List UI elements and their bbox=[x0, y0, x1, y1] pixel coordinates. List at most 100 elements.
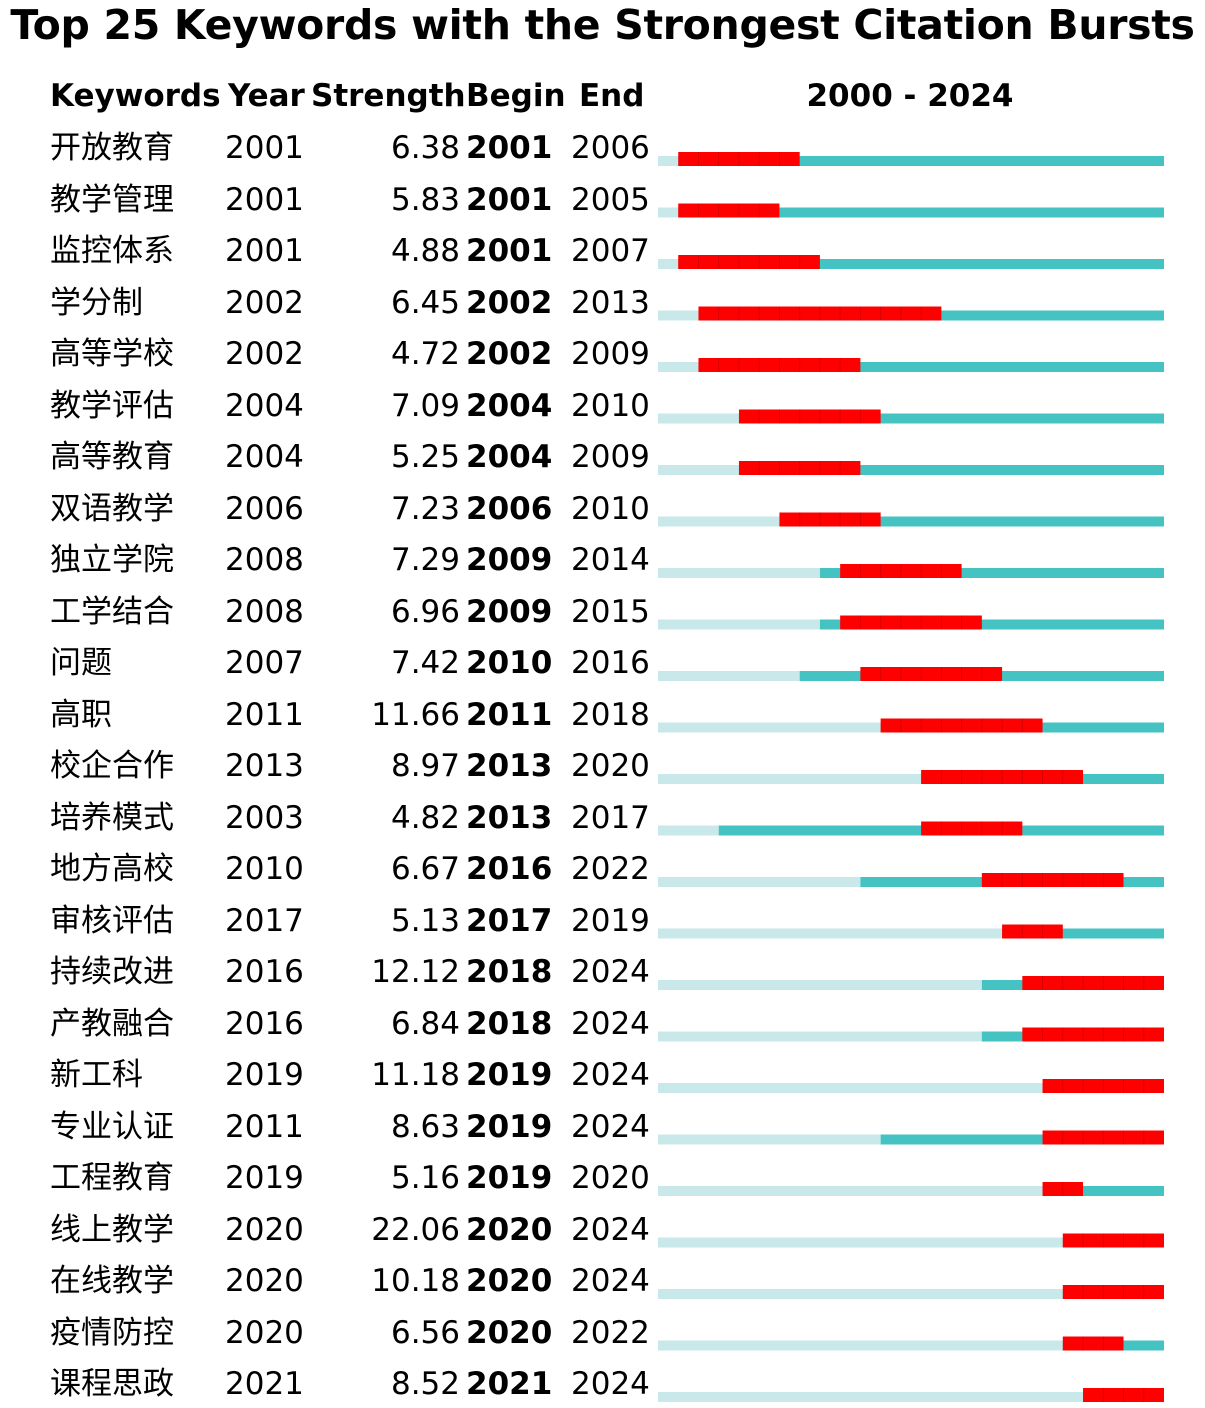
row-year: 2020 bbox=[225, 1211, 304, 1248]
row-begin: 2009 bbox=[466, 542, 553, 578]
row-begin: 2011 bbox=[466, 696, 553, 733]
row-end: 2024 bbox=[571, 1057, 650, 1093]
row-strength: 5.13 bbox=[390, 902, 460, 939]
row-year: 2011 bbox=[225, 696, 304, 733]
row-year: 2013 bbox=[225, 748, 304, 784]
burst-bar bbox=[860, 667, 1003, 681]
row-begin: 2010 bbox=[466, 645, 553, 681]
row-strength: 7.29 bbox=[390, 542, 460, 578]
row-end: 2024 bbox=[571, 1366, 650, 1402]
row-strength: 6.84 bbox=[390, 1005, 460, 1042]
row-keyword: 线上教学 bbox=[50, 1211, 174, 1248]
header-range: 2000 - 2024 bbox=[806, 78, 1014, 114]
row-end: 2024 bbox=[571, 954, 650, 990]
timeline-before-year bbox=[658, 1392, 1084, 1402]
row-year: 2020 bbox=[225, 1263, 304, 1299]
row-strength: 11.18 bbox=[371, 1057, 460, 1093]
row-year: 2007 bbox=[225, 645, 304, 681]
row-year: 2006 bbox=[225, 490, 304, 527]
timeline-active bbox=[678, 156, 1164, 166]
row-year: 2001 bbox=[225, 181, 304, 218]
row-keyword: 教学管理 bbox=[50, 181, 174, 218]
timeline-active bbox=[678, 207, 1164, 218]
row-begin: 2004 bbox=[466, 439, 553, 475]
row-begin: 2002 bbox=[466, 336, 553, 372]
row-keyword: 双语教学 bbox=[50, 490, 174, 527]
timeline-active bbox=[779, 516, 1164, 527]
timeline-before-year bbox=[658, 877, 861, 887]
timeline-before-year bbox=[658, 1134, 881, 1145]
row-strength: 8.52 bbox=[390, 1366, 460, 1402]
row-keyword: 学分制 bbox=[50, 284, 143, 321]
row-year: 2017 bbox=[225, 902, 304, 939]
row-strength: 6.38 bbox=[390, 130, 460, 166]
timeline-active bbox=[1042, 1186, 1164, 1196]
row-keyword: 课程思政 bbox=[50, 1366, 174, 1402]
timeline-before-year bbox=[658, 671, 800, 681]
row-strength: 8.63 bbox=[390, 1108, 460, 1145]
row-keyword: 高等教育 bbox=[50, 439, 174, 475]
row-strength: 22.06 bbox=[371, 1211, 460, 1248]
timeline-before-year bbox=[658, 1083, 1043, 1093]
timeline-before-year bbox=[658, 1186, 1043, 1196]
row-keyword: 疫情防控 bbox=[50, 1314, 174, 1351]
row-end: 2022 bbox=[571, 1314, 650, 1351]
row-begin: 2006 bbox=[466, 490, 553, 527]
timeline-active bbox=[738, 413, 1164, 424]
burst-bar bbox=[779, 512, 881, 527]
timeline-before-year bbox=[658, 362, 699, 372]
row-keyword: 审核评估 bbox=[50, 902, 174, 939]
row-begin: 2001 bbox=[466, 233, 553, 269]
row-strength: 11.66 bbox=[371, 696, 460, 733]
row-keyword: 开放教育 bbox=[50, 130, 174, 166]
row-strength: 5.25 bbox=[390, 439, 460, 475]
header-strength: Strength bbox=[311, 78, 466, 114]
row-year: 2003 bbox=[225, 799, 304, 836]
row-keyword: 校企合作 bbox=[50, 748, 174, 784]
row-end: 2024 bbox=[571, 1263, 650, 1299]
row-begin: 2017 bbox=[466, 902, 553, 939]
row-year: 2002 bbox=[225, 336, 304, 372]
timeline-before-year bbox=[658, 1237, 1063, 1248]
burst-bar bbox=[1022, 976, 1164, 990]
row-end: 2017 bbox=[571, 799, 650, 836]
row-end: 2010 bbox=[571, 387, 650, 424]
row-end: 2020 bbox=[571, 1160, 650, 1196]
row-keyword: 独立学院 bbox=[50, 542, 174, 578]
row-end: 2018 bbox=[571, 696, 650, 733]
timeline-before-year bbox=[658, 774, 922, 784]
row-keyword: 问题 bbox=[50, 645, 112, 681]
row-begin: 2018 bbox=[466, 954, 553, 990]
row-keyword: 高职 bbox=[50, 696, 112, 733]
burst-bar bbox=[678, 255, 820, 269]
timeline-active bbox=[738, 465, 1164, 475]
row-strength: 4.88 bbox=[390, 233, 460, 269]
row-end: 2016 bbox=[571, 645, 650, 681]
row-year: 2001 bbox=[225, 233, 304, 269]
timeline-before-year bbox=[658, 310, 699, 321]
row-keyword: 新工科 bbox=[50, 1057, 143, 1093]
timeline-active bbox=[1002, 928, 1164, 939]
burst-bar bbox=[1062, 1233, 1164, 1248]
timeline-active bbox=[880, 1134, 1164, 1145]
row-strength: 7.09 bbox=[390, 387, 460, 424]
row-strength: 6.96 bbox=[390, 593, 460, 630]
timeline-active bbox=[819, 568, 1164, 578]
row-end: 2024 bbox=[571, 1211, 650, 1248]
row-strength: 10.18 bbox=[371, 1263, 460, 1299]
row-keyword: 专业认证 bbox=[50, 1108, 174, 1145]
timeline-before-year bbox=[658, 413, 739, 424]
row-keyword: 持续改进 bbox=[50, 954, 174, 990]
burst-bar bbox=[981, 873, 1124, 887]
row-begin: 2019 bbox=[466, 1057, 553, 1093]
row-year: 2019 bbox=[225, 1057, 304, 1093]
row-strength: 7.23 bbox=[390, 490, 460, 527]
timeline-before-year bbox=[658, 619, 820, 630]
row-begin: 2004 bbox=[466, 387, 553, 424]
row-year: 2011 bbox=[225, 1108, 304, 1145]
chart-title: Top 25 Keywords with the Strongest Citat… bbox=[10, 1, 1195, 49]
row-year: 2019 bbox=[225, 1160, 304, 1196]
row-begin: 2018 bbox=[466, 1005, 553, 1042]
burst-bar bbox=[921, 821, 1023, 836]
row-begin: 2013 bbox=[466, 799, 553, 836]
